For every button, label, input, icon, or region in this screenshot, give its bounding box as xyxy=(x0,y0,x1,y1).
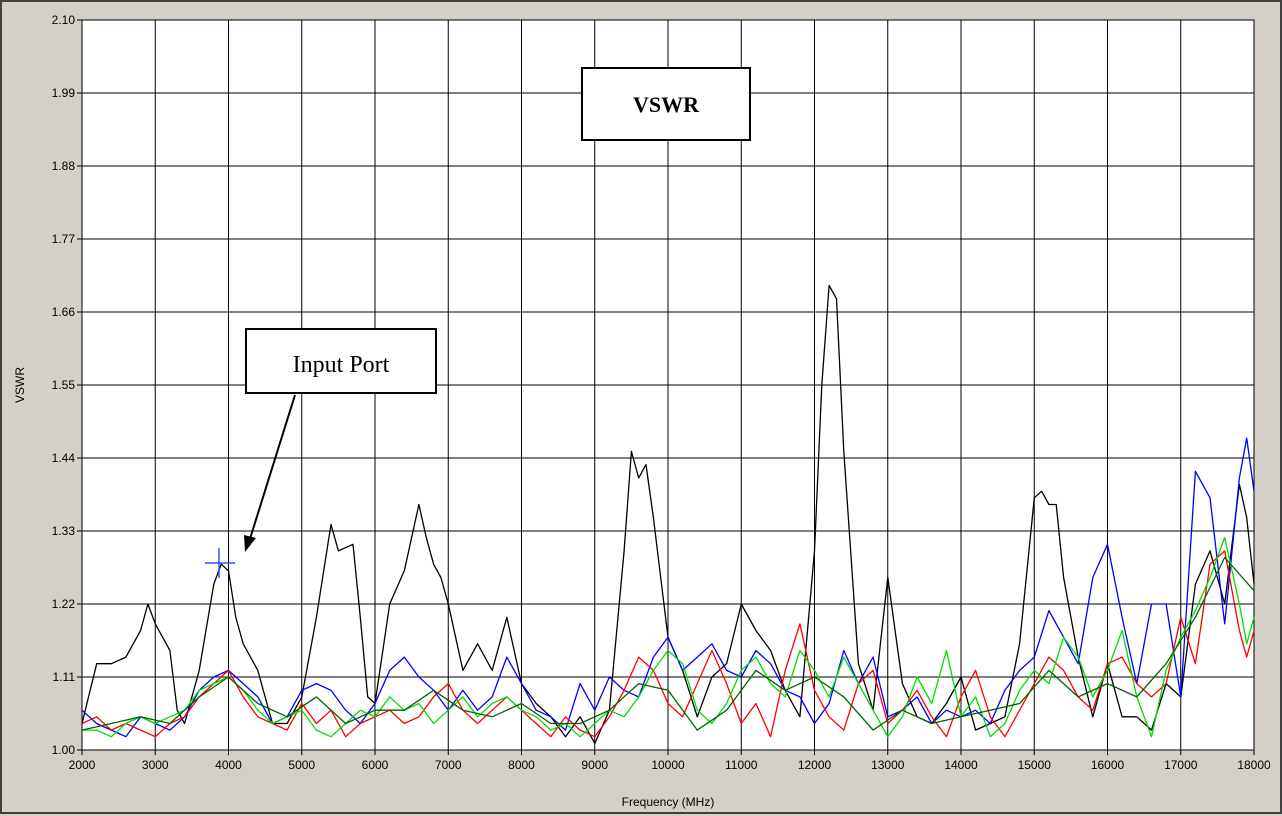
series-line-3 xyxy=(81,550,1255,738)
cursor-marker[interactable] xyxy=(205,548,235,578)
x-tick-label: 5000 xyxy=(288,758,315,772)
grid-lines xyxy=(82,20,1254,750)
x-tick-label: 9000 xyxy=(581,758,608,772)
x-tick-label: 7000 xyxy=(435,758,462,772)
x-tick-label: 8000 xyxy=(508,758,535,772)
y-tick-label: 1.22 xyxy=(52,597,76,611)
x-tick-label: 2000 xyxy=(69,758,96,772)
x-tick-label: 4000 xyxy=(215,758,242,772)
series-line-1 xyxy=(81,284,1255,745)
y-tick-label: 1.88 xyxy=(52,159,76,173)
title-box xyxy=(581,67,751,141)
x-tick-label: 10000 xyxy=(651,758,685,772)
input-port-callout-box xyxy=(245,328,437,394)
series-line-5 xyxy=(81,556,1255,731)
x-tick-label: 3000 xyxy=(142,758,169,772)
y-tick-label: 1.44 xyxy=(52,451,76,465)
y-tick-label: 1.66 xyxy=(52,305,76,319)
x-tick-label: 17000 xyxy=(1164,758,1198,772)
series-lines xyxy=(81,284,1255,745)
x-tick-label: 11000 xyxy=(725,758,758,772)
series-line-4 xyxy=(82,536,1255,738)
x-axis-label: Frequency (MHz) xyxy=(622,795,715,809)
y-tick-label: 1.55 xyxy=(52,378,76,392)
x-tick-label: 18000 xyxy=(1237,758,1271,772)
x-tick-label: 12000 xyxy=(798,758,832,772)
input-port-arrowhead xyxy=(244,535,256,552)
y-axis-ticks: 1.00 1.11 1.22 1.33 1.44 1.55 1.66 1.77 1.88 1.99… xyxy=(52,13,82,757)
input-port-callout-text: Input Port xyxy=(293,352,390,378)
chart-title: VSWR xyxy=(633,92,700,117)
y-tick-label: 1.33 xyxy=(52,524,76,538)
x-tick-label: 16000 xyxy=(1091,758,1125,772)
y-tick-label: 1.99 xyxy=(52,86,76,100)
x-tick-label: 13000 xyxy=(871,758,905,772)
input-port-arrow xyxy=(248,394,296,543)
y-tick-label: 1.00 xyxy=(52,743,76,757)
y-tick-label: 1.11 xyxy=(53,670,76,684)
x-tick-label: 6000 xyxy=(362,758,389,772)
y-tick-label: 2.10 xyxy=(52,13,76,27)
x-tick-label: 14000 xyxy=(944,758,978,772)
y-tick-label: 1.77 xyxy=(52,232,76,246)
x-axis-ticks: 2000 3000 4000 5000 6000 7000 8000 9000 10000 110… xyxy=(69,750,1271,772)
y-axis-label: VSWR xyxy=(13,367,27,403)
x-tick-label: 15000 xyxy=(1018,758,1052,772)
